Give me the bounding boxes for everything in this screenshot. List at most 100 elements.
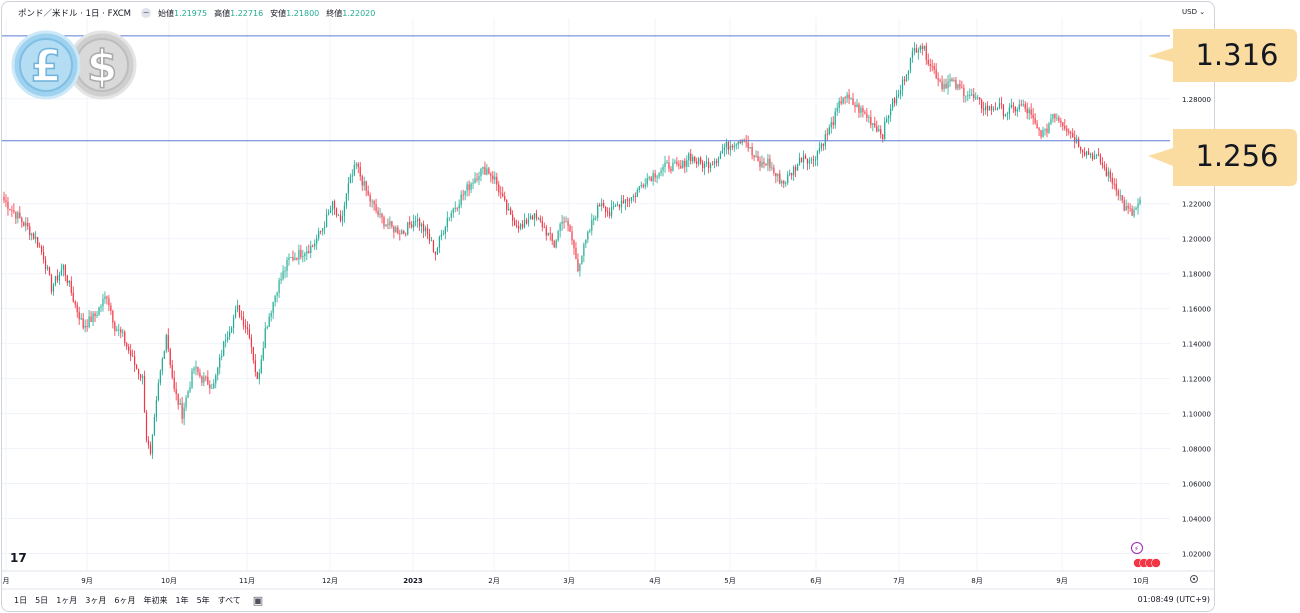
time-axis[interactable]: 月 9月 10月 11月 12月 2023 2月 3月 4月 5月 6月 7月 8月 9月 10月: [3, 577, 1149, 585]
range-1m-button[interactable]: 1ヶ月: [56, 596, 78, 605]
candle: [343, 201, 346, 223]
svg-text:𝟭𝟳: 𝟭𝟳: [10, 551, 27, 565]
range-5d-button[interactable]: 5日: [35, 596, 49, 605]
candle: [597, 202, 599, 222]
candle: [808, 157, 811, 170]
candle: [630, 197, 632, 204]
candle: [581, 255, 583, 265]
candle: [769, 154, 771, 172]
candlestick-chart[interactable]: 1.02000 1.04000 1.06000 1.08000 1.10000 1.120…: [2, 2, 1214, 611]
candle: [438, 235, 441, 254]
candle: [122, 328, 124, 337]
candle: [634, 192, 636, 203]
candle: [773, 164, 775, 176]
candle: [1113, 177, 1115, 190]
candle: [868, 114, 870, 124]
candle: [448, 217, 450, 222]
candle: [1133, 206, 1135, 218]
price-axis[interactable]: 1.02000 1.04000 1.06000 1.08000 1.10000 1.120…: [1182, 96, 1211, 559]
candle: [668, 155, 670, 173]
candle: [413, 214, 415, 232]
candle: [1127, 202, 1129, 215]
ohlc-high: 高値1.22716: [214, 8, 264, 18]
candle: [513, 217, 516, 226]
candle: [225, 333, 227, 348]
candle: [37, 236, 39, 249]
candle: [822, 143, 824, 151]
x-tick-label: 6月: [810, 577, 821, 585]
y-tick-label: 1.18000: [1182, 271, 1211, 279]
clock-readout[interactable]: 01:08:49 (UTC+9): [1137, 595, 1210, 604]
minus-icon[interactable]: −: [140, 8, 151, 18]
candle: [512, 210, 514, 227]
candle: [846, 91, 848, 103]
candle: [670, 166, 672, 174]
candle: [132, 349, 134, 357]
candle: [1040, 129, 1042, 140]
candle: [221, 349, 223, 361]
candle: [975, 92, 977, 100]
range-ytd-button[interactable]: 年初来: [143, 596, 168, 605]
candle: [607, 207, 609, 217]
candle: [680, 159, 682, 169]
candle: [264, 321, 266, 349]
candle: [1099, 153, 1102, 166]
candles: [3, 42, 1141, 459]
candle: [60, 263, 63, 277]
candle: [432, 239, 435, 253]
candle: [527, 213, 530, 227]
candle: [44, 255, 47, 275]
range-5y-button[interactable]: 5年: [196, 596, 210, 605]
settings-icon[interactable]: [1190, 575, 1198, 583]
candle: [482, 166, 484, 175]
currency-selector[interactable]: USD ⌄: [1182, 8, 1206, 16]
candle: [844, 96, 846, 105]
candle: [84, 319, 86, 333]
candle: [116, 325, 118, 332]
tradingview-logo[interactable]: 𝟭𝟳: [10, 551, 27, 565]
candle: [5, 194, 7, 208]
candle: [409, 216, 411, 229]
candle: [874, 116, 876, 128]
candle: [571, 226, 573, 245]
range-6m-button[interactable]: 6ヶ月: [114, 596, 136, 605]
candle: [211, 383, 213, 389]
range-3m-button[interactable]: 3ヶ月: [85, 596, 107, 605]
candle: [1080, 146, 1082, 154]
candle: [371, 199, 373, 208]
range-1d-button[interactable]: 1日: [14, 596, 28, 605]
candle: [618, 204, 621, 211]
candle: [759, 156, 761, 172]
range-1y-button[interactable]: 1年: [175, 596, 189, 605]
candle: [318, 227, 320, 241]
candle: [1131, 205, 1133, 216]
candle: [458, 199, 460, 215]
candle: [1046, 123, 1048, 138]
candle: [878, 124, 880, 132]
candle: [739, 139, 741, 145]
candle: [227, 331, 229, 343]
candle: [593, 215, 595, 226]
candle: [990, 103, 993, 116]
candle: [252, 346, 254, 364]
calendar-icon[interactable]: ▣: [252, 594, 264, 607]
candle: [555, 239, 557, 249]
candle: [70, 276, 72, 296]
candle: [1006, 111, 1009, 121]
candle: [428, 228, 431, 245]
candle: [1068, 128, 1070, 136]
candle: [1089, 152, 1092, 159]
event-markers[interactable]: ⚡: [1131, 542, 1161, 568]
candle: [830, 117, 832, 134]
candle: [494, 171, 496, 185]
symbol-title[interactable]: ポンド／米ドル · 1日 · FXCM: [18, 9, 131, 19]
candle: [274, 295, 276, 307]
candle: [1048, 121, 1050, 135]
candle: [684, 157, 686, 174]
candle: [213, 379, 215, 390]
range-all-button[interactable]: すべて: [217, 596, 241, 605]
candle: [1054, 113, 1056, 123]
candle: [205, 375, 207, 382]
candle: [480, 167, 482, 182]
candle: [223, 340, 225, 357]
